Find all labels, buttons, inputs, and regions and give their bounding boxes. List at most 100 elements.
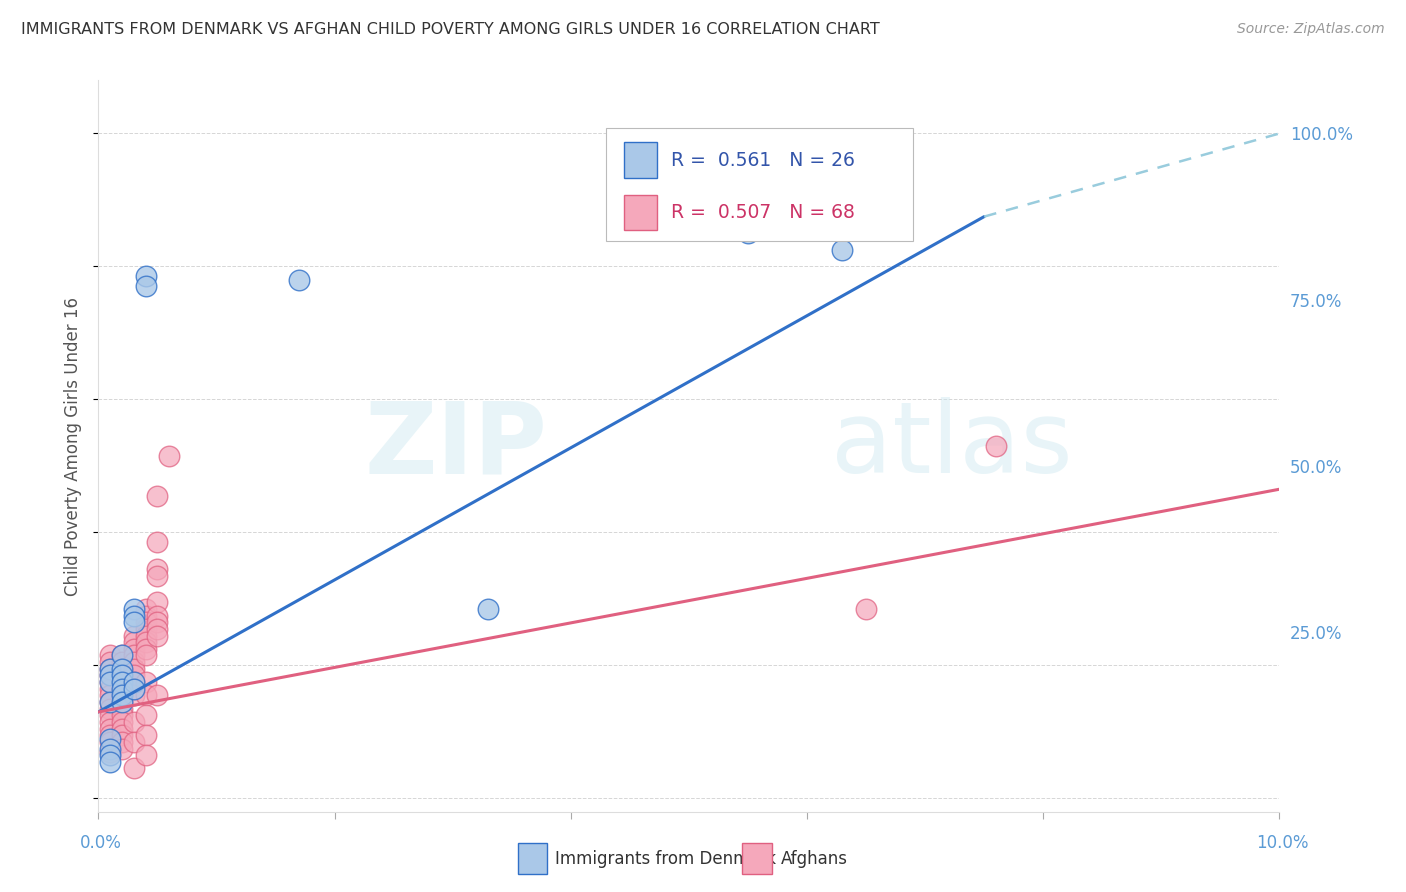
Point bbox=[98, 675, 121, 690]
Point bbox=[122, 648, 145, 663]
Point bbox=[111, 741, 134, 756]
Point bbox=[111, 689, 134, 703]
FancyBboxPatch shape bbox=[624, 195, 657, 230]
Text: Immigrants from Denmark: Immigrants from Denmark bbox=[555, 849, 776, 868]
Point bbox=[98, 755, 121, 769]
Point bbox=[122, 615, 145, 630]
Point bbox=[146, 622, 169, 636]
Point bbox=[146, 615, 169, 630]
Point bbox=[135, 728, 157, 742]
Point bbox=[135, 648, 157, 663]
Point bbox=[122, 762, 145, 776]
Text: IMMIGRANTS FROM DENMARK VS AFGHAN CHILD POVERTY AMONG GIRLS UNDER 16 CORRELATION: IMMIGRANTS FROM DENMARK VS AFGHAN CHILD … bbox=[21, 22, 880, 37]
Point bbox=[477, 602, 499, 616]
FancyBboxPatch shape bbox=[517, 843, 547, 874]
Point bbox=[135, 675, 157, 690]
Point bbox=[111, 668, 134, 682]
Point bbox=[98, 675, 121, 690]
Point bbox=[146, 689, 169, 703]
Point bbox=[98, 731, 121, 746]
Point bbox=[122, 628, 145, 642]
Text: 0.0%: 0.0% bbox=[80, 834, 122, 852]
Point bbox=[122, 675, 145, 690]
Point bbox=[135, 641, 157, 656]
Point bbox=[135, 689, 157, 703]
Point bbox=[111, 708, 134, 723]
Point bbox=[98, 681, 121, 696]
Point bbox=[111, 648, 134, 663]
Point bbox=[98, 714, 121, 729]
Point bbox=[98, 722, 121, 736]
Point bbox=[122, 635, 145, 649]
Point bbox=[122, 714, 145, 729]
FancyBboxPatch shape bbox=[742, 843, 772, 874]
Point bbox=[98, 735, 121, 749]
Point bbox=[135, 622, 157, 636]
Point bbox=[146, 562, 169, 576]
Text: Source: ZipAtlas.com: Source: ZipAtlas.com bbox=[1237, 22, 1385, 37]
Point bbox=[98, 668, 121, 682]
Point bbox=[111, 722, 134, 736]
Point bbox=[157, 449, 180, 463]
Point bbox=[122, 662, 145, 676]
Point bbox=[111, 662, 134, 676]
Text: atlas: atlas bbox=[831, 398, 1073, 494]
Point bbox=[122, 608, 145, 623]
Text: R =  0.561   N = 26: R = 0.561 N = 26 bbox=[671, 151, 855, 169]
Point bbox=[98, 655, 121, 669]
Point bbox=[98, 745, 121, 759]
Text: Afghans: Afghans bbox=[782, 849, 848, 868]
Point bbox=[135, 615, 157, 630]
FancyBboxPatch shape bbox=[624, 143, 657, 178]
Point bbox=[135, 708, 157, 723]
Point bbox=[98, 728, 121, 742]
Point bbox=[831, 243, 853, 257]
Point bbox=[111, 668, 134, 682]
Point bbox=[98, 708, 121, 723]
Point bbox=[122, 689, 145, 703]
Point bbox=[111, 714, 134, 729]
Point bbox=[122, 681, 145, 696]
Point bbox=[111, 648, 134, 663]
Point bbox=[135, 748, 157, 763]
Point bbox=[146, 608, 169, 623]
FancyBboxPatch shape bbox=[606, 128, 914, 241]
Point bbox=[98, 689, 121, 703]
Point bbox=[122, 641, 145, 656]
Point bbox=[98, 741, 121, 756]
Point bbox=[111, 695, 134, 709]
Point bbox=[135, 602, 157, 616]
Point bbox=[98, 695, 121, 709]
Point bbox=[111, 675, 134, 690]
Point bbox=[111, 662, 134, 676]
Point bbox=[98, 701, 121, 715]
Point bbox=[111, 689, 134, 703]
Point bbox=[122, 735, 145, 749]
Point bbox=[146, 628, 169, 642]
Point bbox=[111, 701, 134, 715]
Point bbox=[98, 748, 121, 763]
Point bbox=[111, 681, 134, 696]
Point bbox=[111, 675, 134, 690]
Point bbox=[98, 668, 121, 682]
Point bbox=[111, 728, 134, 742]
Text: R =  0.507   N = 68: R = 0.507 N = 68 bbox=[671, 203, 855, 222]
Point bbox=[737, 226, 759, 240]
Point bbox=[122, 675, 145, 690]
Point bbox=[146, 535, 169, 549]
Point bbox=[111, 735, 134, 749]
Point bbox=[288, 273, 311, 287]
Point bbox=[135, 635, 157, 649]
Point bbox=[146, 595, 169, 609]
Point bbox=[135, 628, 157, 642]
Point bbox=[98, 662, 121, 676]
Point bbox=[135, 279, 157, 293]
Point bbox=[855, 602, 877, 616]
Point bbox=[146, 489, 169, 503]
Point bbox=[111, 695, 134, 709]
Point bbox=[122, 602, 145, 616]
Point bbox=[98, 662, 121, 676]
Point bbox=[984, 439, 1007, 453]
Point bbox=[135, 608, 157, 623]
Point bbox=[98, 695, 121, 709]
